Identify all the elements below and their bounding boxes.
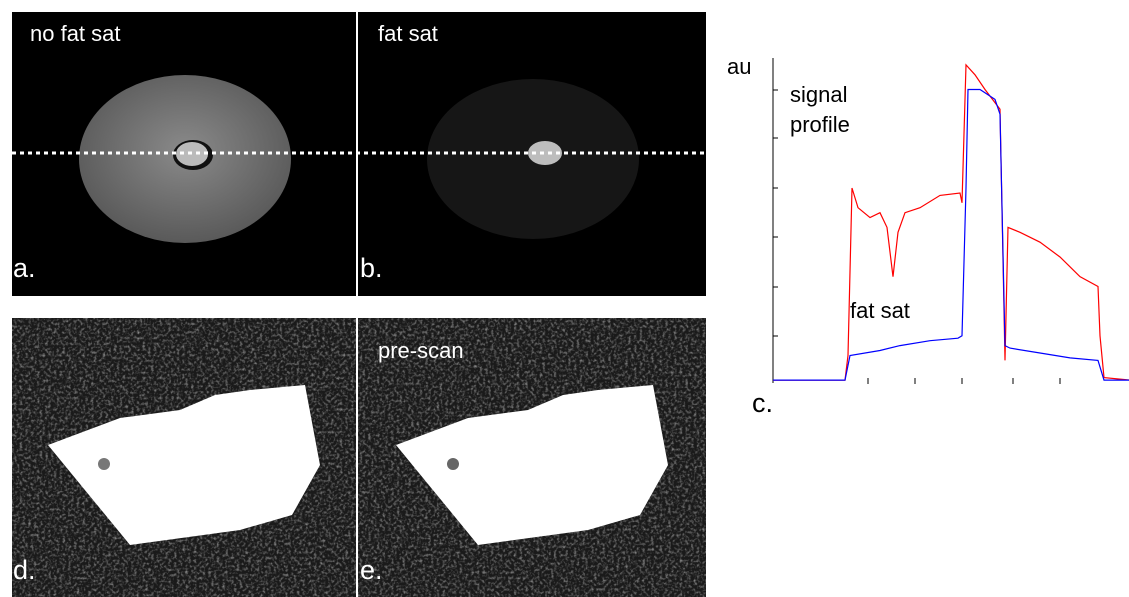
panel-label: b. [360,253,383,283]
signal-line [773,63,1129,381]
y-axis-label: au [727,54,751,79]
chart-title: signal profile [790,82,850,137]
vial [447,458,459,470]
vial [528,141,562,165]
panel-title: fat sat [378,21,438,46]
tissue [48,385,320,545]
vial [98,458,110,470]
panel-label: d. [13,555,36,585]
panel-title: pre-scan [378,338,464,363]
panel-label: e. [360,555,383,585]
annotation: fat sat [850,298,910,323]
panel-label: a. [13,253,36,283]
panel-title: no fat sat [30,21,121,46]
signal-line [773,88,1129,381]
panel-label: c. [752,388,773,418]
tissue [396,385,668,545]
axes [772,58,1061,384]
